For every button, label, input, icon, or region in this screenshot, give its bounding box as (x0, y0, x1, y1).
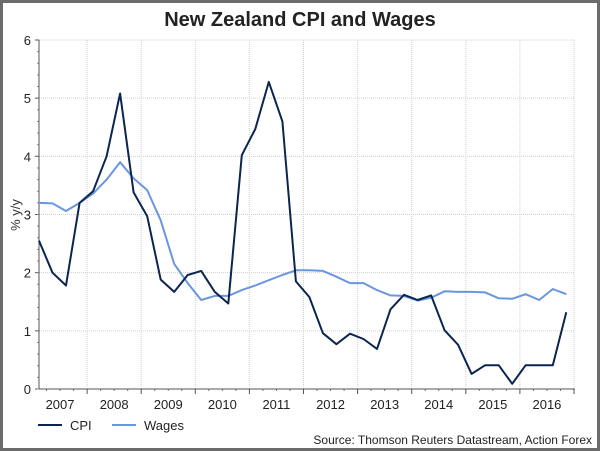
legend-label-cpi: CPI (70, 418, 92, 433)
y-tick-label: 3 (24, 208, 31, 223)
legend: CPI Wages (38, 418, 184, 433)
gridlines (39, 39, 575, 389)
x-tick-label: 2008 (100, 397, 129, 412)
x-tick-label: 2009 (154, 397, 183, 412)
x-tick-label: 2016 (532, 397, 561, 412)
y-tick-label: 5 (24, 91, 31, 106)
y-tick-label: 0 (24, 382, 31, 397)
x-tick-label: 2007 (46, 397, 75, 412)
y-tick-label: 2 (24, 266, 31, 281)
x-tick-label: 2011 (262, 397, 290, 412)
series-line-cpi (38, 80, 568, 385)
series-line-wages (38, 161, 567, 302)
x-tick-label: 2012 (316, 397, 345, 412)
y-tick-label: 1 (24, 324, 31, 339)
source-note: Source: Thomson Reuters Datastream, Acti… (313, 433, 592, 447)
y-tick-label: 6 (24, 33, 31, 48)
axes: 0 1 2 3 4 5 6 2007 2008 2009 2010 2011 2012 2013 2014 2… (24, 33, 575, 412)
legend-label-wages: Wages (144, 418, 184, 433)
x-tick-label: 2013 (370, 397, 399, 412)
series-lines (38, 80, 568, 385)
y-axis-label: % y/y (8, 199, 23, 231)
x-tick-label: 2014 (424, 397, 453, 412)
x-tick-label: 2010 (208, 397, 237, 412)
y-tick-label: 4 (24, 149, 31, 164)
chart-title: New Zealand CPI and Wages (164, 9, 436, 31)
x-tick-label: 2015 (478, 397, 507, 412)
